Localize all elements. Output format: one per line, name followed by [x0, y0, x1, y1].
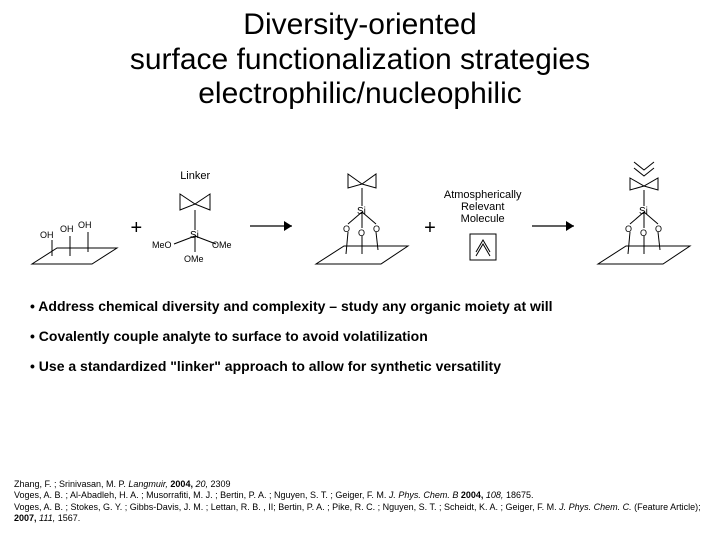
title-line-3: electrophilic/nucleophilic	[198, 77, 522, 110]
surface-final-svg: Si O O O	[588, 156, 698, 276]
arrow-2	[530, 216, 580, 276]
references: Zhang, F. ; Srinivasan, M. P. Langmuir, …	[14, 479, 706, 524]
arrow-1	[248, 216, 298, 276]
o-1: O	[343, 224, 350, 234]
surface-oh-svg: OH OH OH	[22, 196, 122, 276]
ome-text-2: OMe	[184, 254, 204, 264]
si-3: Si	[639, 206, 648, 217]
oh-3: OH	[78, 220, 92, 230]
surface-linker-svg: Si O O O	[306, 166, 416, 276]
o-4: O	[625, 224, 632, 234]
ref-1: Zhang, F. ; Srinivasan, M. P. Langmuir, …	[14, 479, 706, 490]
oh-1: OH	[40, 230, 54, 240]
o-5: O	[640, 228, 647, 238]
molecule-label: Atmospherically Relevant Molecule	[444, 189, 522, 225]
o-3: O	[373, 224, 380, 234]
panel-bare-surface: OH OH OH	[22, 166, 122, 276]
panel-linker-surface: Si O O O	[306, 136, 416, 276]
plus-2: +	[424, 217, 436, 276]
panel-final-surface: Si O O O	[588, 126, 698, 276]
slide-title: Diversity-oriented surface functionaliza…	[20, 8, 700, 112]
title-line-1: Diversity-oriented	[243, 8, 476, 41]
linker-label: Linker	[180, 156, 210, 182]
meo-text: MeO	[152, 240, 172, 250]
oh-2: OH	[60, 224, 74, 234]
plus-1: +	[130, 217, 142, 276]
ref-3: Voges, A. B. ; Stokes, G. Y. ; Gibbs-Dav…	[14, 502, 706, 525]
reaction-diagram: OH OH OH + Linker Si MeO OMe OMe	[20, 126, 700, 276]
si-text: Si	[190, 230, 199, 241]
bullet-1: • Address chemical diversity and complex…	[30, 298, 690, 314]
ome-text-1: OMe	[212, 240, 232, 250]
bullet-2: • Covalently couple analyte to surface t…	[30, 328, 690, 344]
panel-linker: Linker Si MeO OMe OMe	[150, 156, 240, 276]
bullet-list: • Address chemical diversity and complex…	[30, 298, 690, 374]
bullet-3: • Use a standardized "linker" approach t…	[30, 358, 690, 374]
linker-svg: Si MeO OMe OMe	[150, 186, 240, 276]
title-line-2: surface functionalization strategies	[130, 43, 590, 76]
o-2: O	[358, 228, 365, 238]
si-2: Si	[357, 206, 366, 217]
o-6: O	[655, 224, 662, 234]
panel-molecule: Atmospherically Relevant Molecule	[444, 189, 522, 275]
ref-2: Voges, A. B. ; Al-Abadleh, H. A. ; Musor…	[14, 490, 706, 501]
molecule-svg	[458, 226, 508, 276]
